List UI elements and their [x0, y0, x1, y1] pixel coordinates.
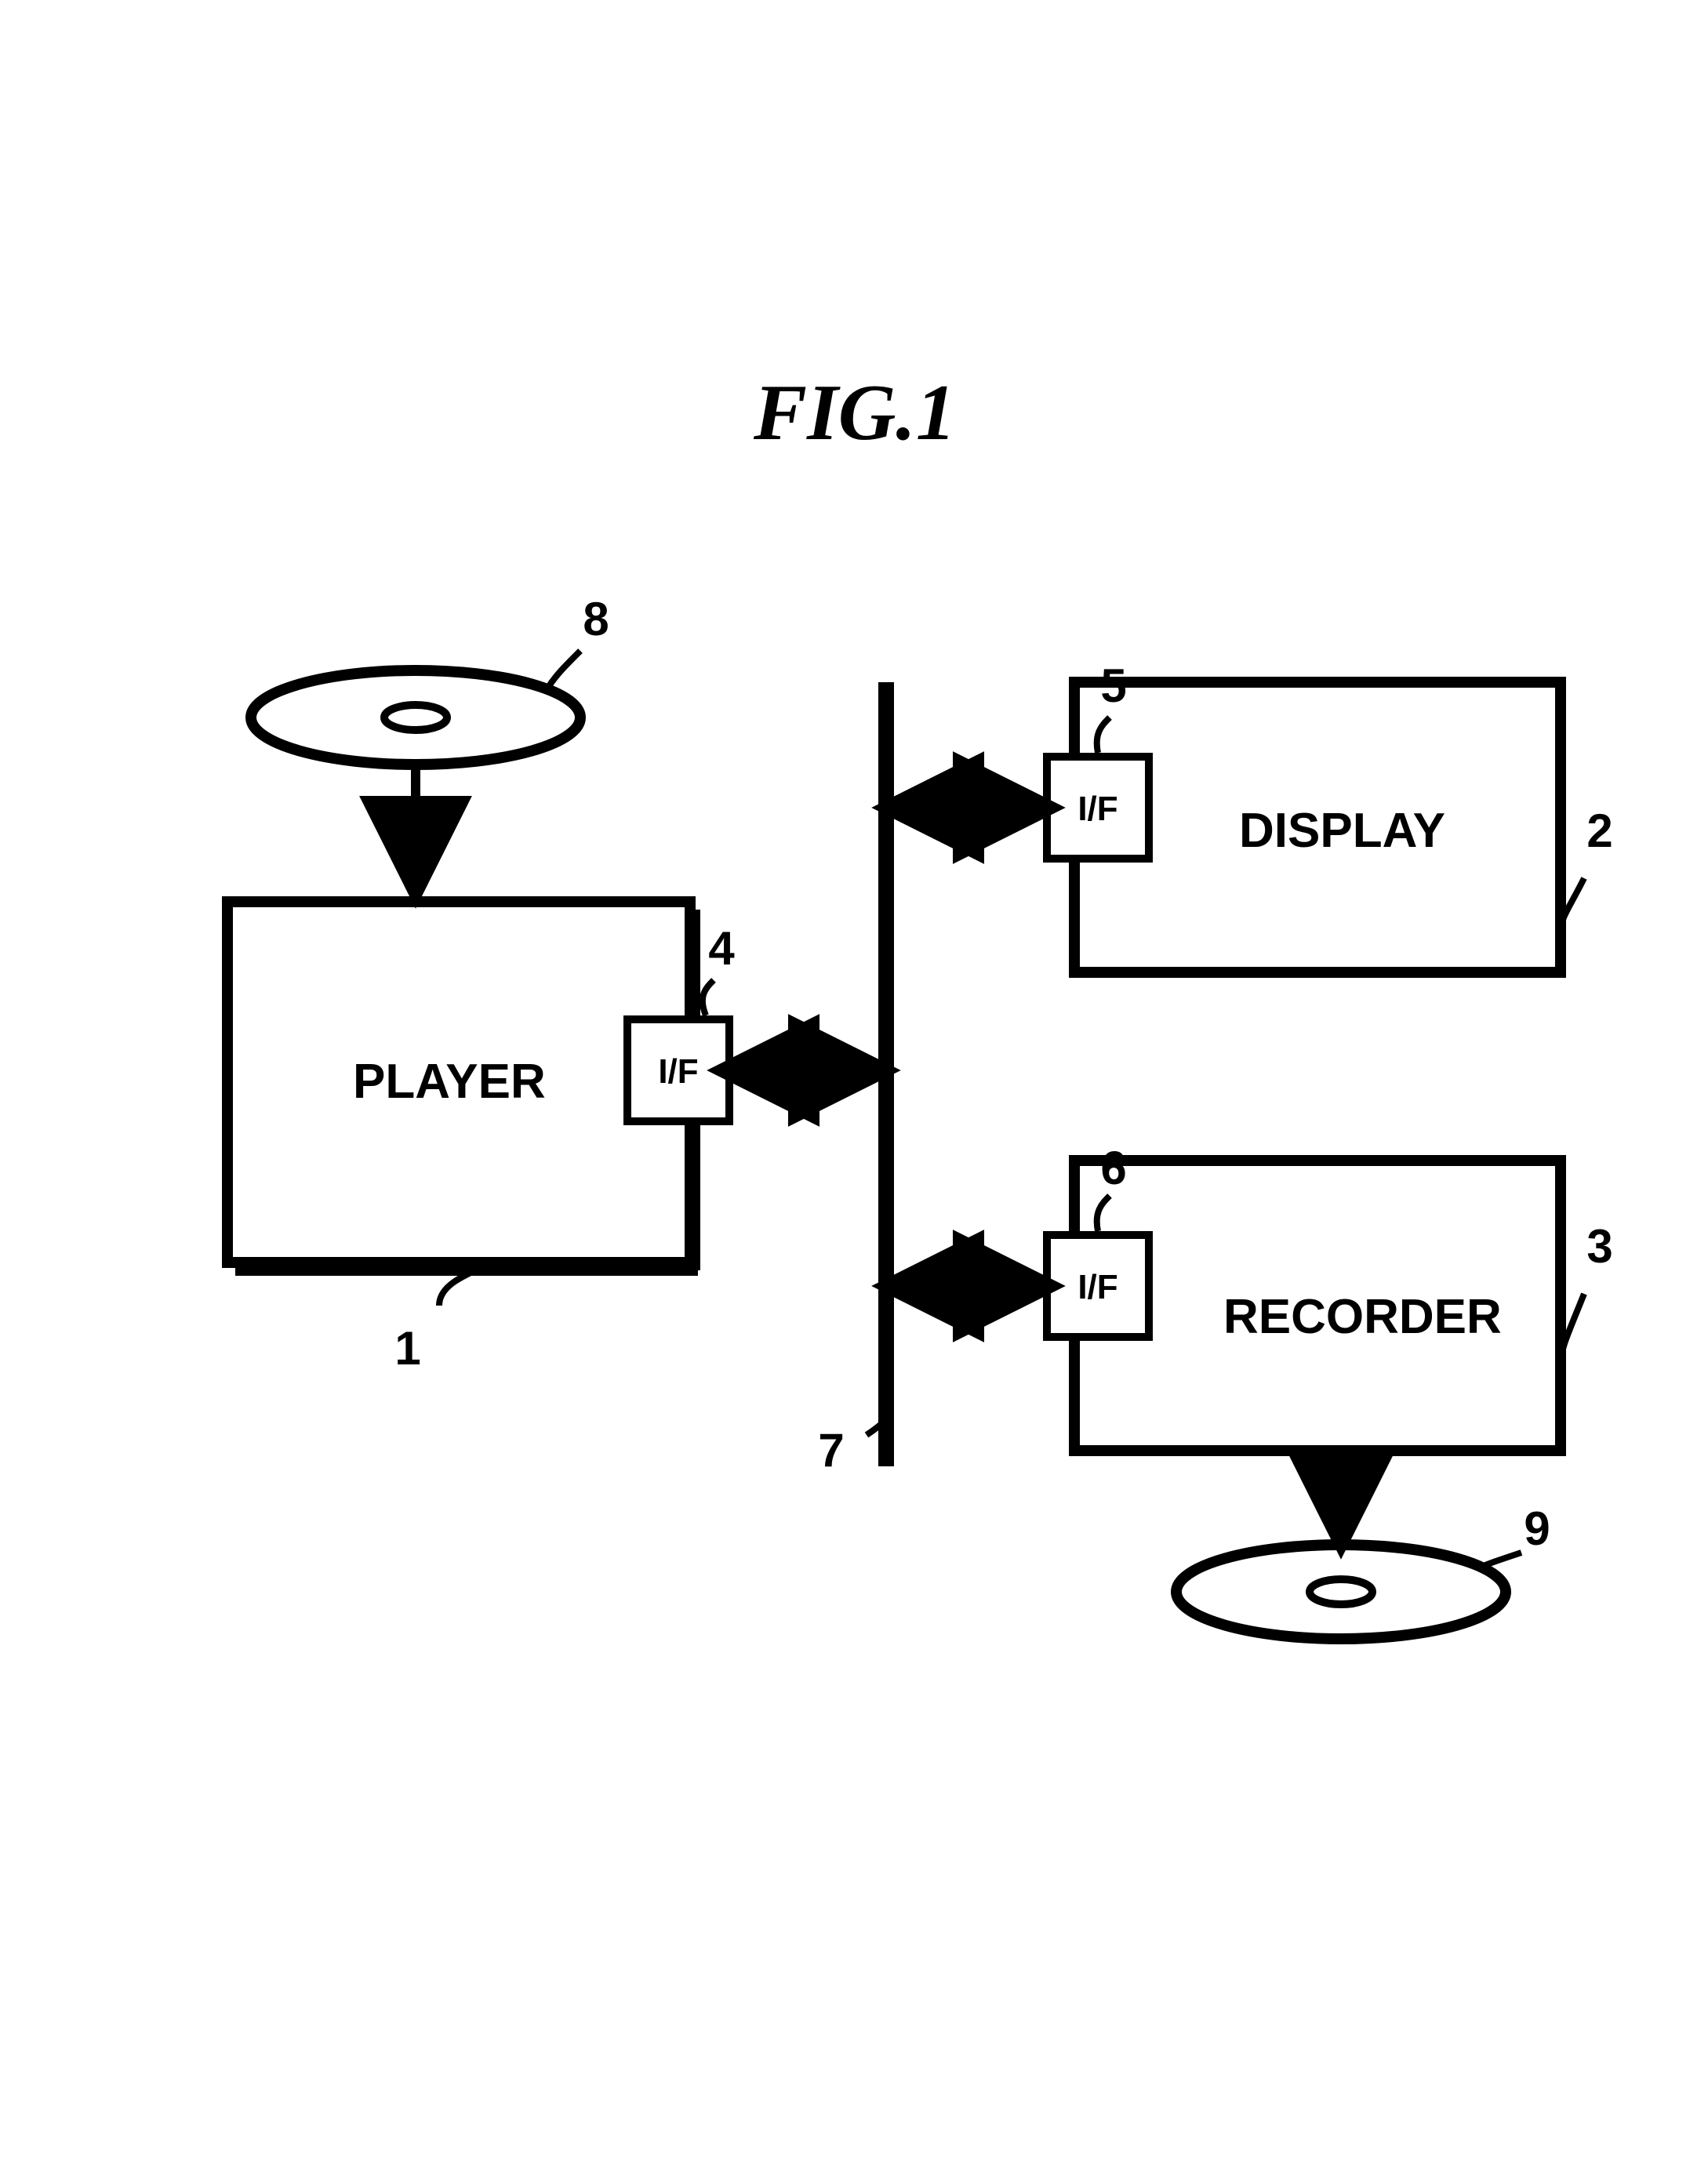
block-display: DISPLAY 2 — [1074, 682, 1613, 972]
if-player-lead — [703, 980, 714, 1015]
block-display-ref: 2 — [1586, 805, 1612, 857]
disc-bottom-lead — [1478, 1553, 1521, 1568]
disc-top-ref: 8 — [583, 593, 609, 645]
if-display-label: I/F — [1077, 790, 1117, 828]
if-display-ref: 5 — [1100, 659, 1126, 712]
block-player: PLAYER 1 — [227, 902, 698, 1375]
if-recorder-ref: 6 — [1100, 1142, 1126, 1194]
block-recorder-ref: 3 — [1586, 1220, 1612, 1273]
block-recorder-label: RECORDER — [1223, 1290, 1502, 1344]
if-recorder-label: I/F — [1077, 1268, 1117, 1306]
figure-title: FIG.1 — [753, 369, 956, 457]
block-display-label: DISPLAY — [1239, 804, 1445, 858]
bus-ref: 7 — [818, 1424, 844, 1477]
disc-top-lead — [549, 651, 580, 686]
block-player-ref: 1 — [394, 1322, 420, 1375]
if-player-label: I/F — [658, 1052, 698, 1091]
if-player-ref: 4 — [708, 922, 735, 975]
disc-bottom-ref: 9 — [1524, 1502, 1550, 1555]
figure: FIG.1 7 PLAYER 1 DISPLAY 2 RECORDER 3 I/… — [0, 0, 1708, 2165]
disc-bottom: 9 — [1176, 1502, 1550, 1639]
block-player-label: PLAYER — [353, 1055, 546, 1109]
disc-top-inner — [384, 705, 447, 730]
disc-bottom-inner — [1310, 1579, 1372, 1604]
disc-top: 8 — [251, 593, 609, 765]
block-recorder: RECORDER 3 — [1074, 1161, 1613, 1451]
